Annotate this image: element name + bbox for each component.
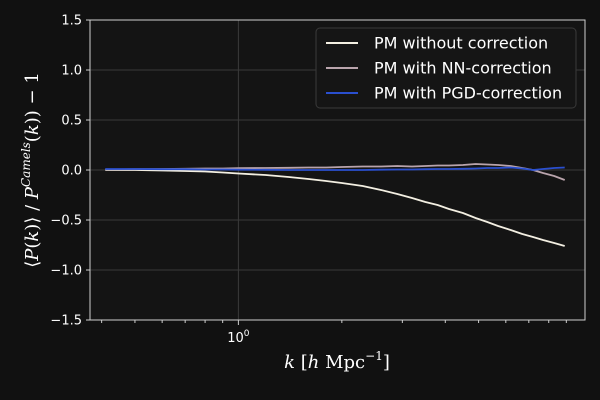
y-tick-label: −1.0 <box>50 264 82 279</box>
legend-label-2: PM with NN-correction <box>374 59 552 78</box>
series-line-3 <box>105 166 565 171</box>
series-group <box>105 163 566 247</box>
legend-label-1: PM without correction <box>374 34 548 53</box>
y-tick-label: 1.0 <box>61 64 82 79</box>
y-tick-label: 1.5 <box>61 14 82 29</box>
y-tick-label: 0.0 <box>61 164 82 179</box>
series-line-1 <box>105 169 565 247</box>
legend-box <box>315 27 577 109</box>
y-axis-label: ⟨P(k)⟩ / PCamels(k)) − 1 <box>19 72 43 268</box>
x-tick-label: 100 <box>227 329 250 346</box>
x-axis-label: k [h Mpc−1] <box>284 349 390 373</box>
axes: 1.5 1.0 0.5 0.0 −0.5 −1.0 −1.5 100 <box>50 14 567 346</box>
series-line-2 <box>105 163 566 181</box>
legend-label-3: PM with PGD-correction <box>374 84 562 103</box>
y-tick-label: −0.5 <box>50 214 82 229</box>
legend: PM without correction PM with NN-correcti… <box>315 27 577 109</box>
y-tick-label: −1.5 <box>50 314 82 329</box>
y-tick-label: 0.5 <box>61 114 82 129</box>
